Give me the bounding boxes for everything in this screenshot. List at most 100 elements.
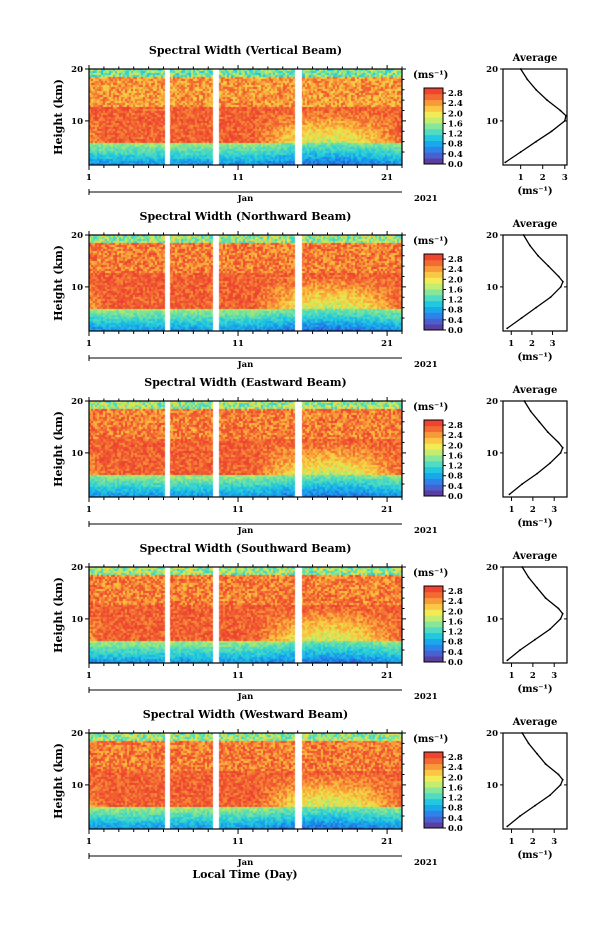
colorbar-unit: (ms⁻¹)	[413, 734, 448, 745]
colorbar-segment	[424, 626, 443, 634]
colorbar-segment	[424, 644, 443, 651]
x-tick-label: 21	[381, 837, 393, 847]
average-x-tick-label: 3	[550, 339, 556, 349]
average-frame	[502, 566, 568, 664]
average-profile-point	[506, 825, 509, 828]
chart-title: Spectral Width (Westward Beam)	[143, 708, 348, 721]
colorbar-segment	[424, 93, 443, 101]
x-tick-label: 1	[86, 837, 92, 847]
average-profile-point	[544, 763, 547, 766]
y-axis-label: Height (km)	[52, 743, 65, 819]
colorbar-tick-label: 0.0	[448, 824, 463, 834]
average-profile-point	[547, 265, 550, 268]
chart-panel-4: Spectral Width (Southward Beam) 10 20 Heigh…	[52, 542, 568, 702]
colorbar-segment	[424, 259, 443, 267]
y-tick-label: 10	[71, 449, 83, 459]
colorbar-segment	[424, 99, 443, 106]
colorbar-segment	[424, 111, 443, 118]
colorbar-segment	[424, 88, 443, 95]
colorbar-frame	[423, 253, 444, 331]
colorbar-segment	[424, 128, 443, 136]
heatmap-image	[89, 235, 402, 331]
year-label: 2021	[414, 194, 438, 204]
x-tick-label: 1	[86, 339, 92, 349]
x-tick-label: 11	[232, 339, 244, 349]
average-profile-point	[549, 628, 551, 631]
colorbar-segment	[424, 254, 443, 261]
average-y-tick-label: 10	[486, 283, 498, 293]
average-profile-point	[520, 317, 523, 319]
heatmap-image	[89, 567, 402, 663]
average-profile-point	[544, 597, 547, 600]
colorbar-tick-label: 0.4	[448, 150, 463, 160]
y-tick-label: 20	[71, 563, 83, 573]
colorbar-segment	[424, 437, 443, 444]
colorbar-segment	[424, 420, 443, 427]
y-tick-label: 20	[71, 231, 83, 241]
y-axis-label: Height (km)	[52, 79, 65, 155]
colorbar-tick-label: 1.6	[448, 451, 463, 461]
colorbar-segment	[424, 265, 443, 272]
colorbar-segment	[424, 621, 443, 628]
average-profile-point	[559, 617, 562, 620]
colorbar-frame	[423, 585, 444, 663]
year-label: 2021	[414, 858, 438, 868]
colorbar-segment	[424, 158, 443, 165]
average-x-tick-label: 2	[530, 837, 536, 847]
average-x-tick-label: 1	[509, 505, 515, 515]
colorbar-segment	[424, 490, 443, 497]
colorbar-segment	[424, 105, 443, 112]
colorbar-tick-label: 0.0	[448, 326, 463, 336]
colorbar-tick-label: 2.8	[448, 587, 463, 597]
average-x-tick-label: 3	[551, 671, 557, 681]
colorbar-tick-label: 0.0	[448, 658, 463, 668]
colorbar-unit: (ms⁻¹)	[413, 236, 448, 247]
x-tick-label: 11	[232, 173, 244, 183]
average-frame	[502, 400, 568, 498]
colorbar-segment	[424, 312, 443, 319]
average-profile-point	[521, 732, 524, 734]
average-profile-point	[557, 441, 560, 444]
average-profile-point	[536, 472, 539, 475]
colorbar-segment	[424, 609, 443, 616]
colorbar-tick-label: 2.8	[448, 753, 463, 763]
average-y-tick-label: 20	[486, 563, 498, 573]
colorbar-segment	[424, 752, 443, 759]
colorbar-segment	[424, 277, 443, 284]
colorbar-segment	[424, 455, 443, 462]
average-profile-point	[535, 306, 537, 309]
average-y-tick-label: 10	[486, 615, 498, 625]
colorbar-tick-label: 2.0	[448, 109, 463, 119]
average-y-tick-label: 20	[486, 65, 498, 75]
month-label: Jan	[237, 858, 254, 868]
x-tick-label: 11	[232, 837, 244, 847]
colorbar-segment	[424, 140, 443, 147]
colorbar-segment	[424, 300, 443, 308]
average-profile-point	[561, 446, 564, 449]
x-tick-label: 1	[86, 505, 92, 515]
colorbar-segment	[424, 638, 443, 645]
colorbar-tick-label: 2.0	[448, 607, 463, 617]
average-profile-point	[534, 804, 536, 807]
colorbar-tick-label: 0.4	[448, 814, 463, 824]
plot-frame	[88, 234, 403, 332]
average-x-tick-label: 3	[562, 173, 568, 183]
average-profile-point	[506, 659, 509, 662]
colorbar-segment	[424, 431, 443, 438]
average-y-tick-label: 20	[486, 231, 498, 241]
colorbar-segment	[424, 798, 443, 806]
colorbar-segment	[424, 775, 443, 782]
average-title: Average	[512, 219, 558, 230]
y-tick-label: 10	[71, 781, 83, 791]
average-profile-point	[546, 431, 549, 434]
colorbar-segment	[424, 152, 443, 159]
x-tick-label: 21	[381, 339, 393, 349]
average-profile-point	[537, 254, 539, 257]
colorbar-tick-label: 2.4	[448, 265, 463, 275]
colorbar-tick-label: 1.2	[448, 628, 463, 638]
colorbar-tick-label: 2.4	[448, 99, 463, 109]
colorbar-segment	[424, 443, 443, 450]
average-x-tick-label: 2	[530, 671, 536, 681]
average-profile-point	[508, 493, 511, 496]
chart-title: Spectral Width (Vertical Beam)	[149, 44, 342, 57]
